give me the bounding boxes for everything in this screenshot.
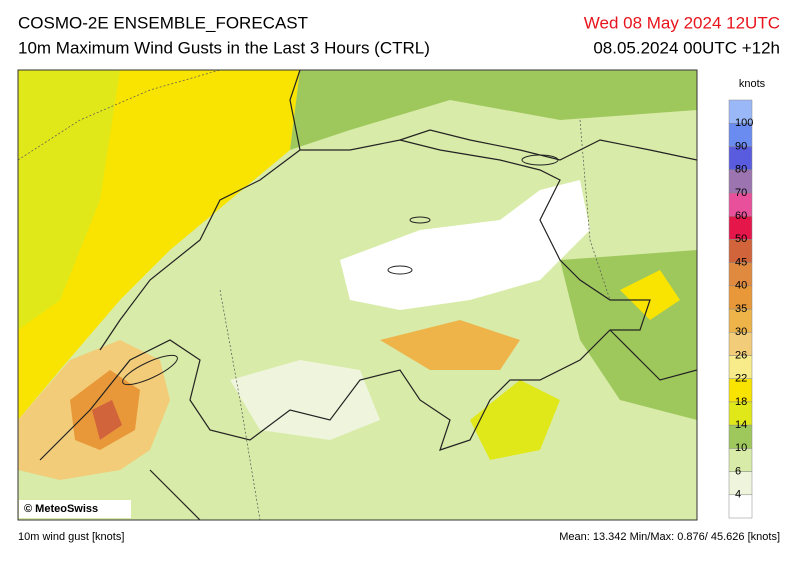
colorbar-tick-label: 4: [735, 489, 741, 501]
colorbar-tick-label: 10: [735, 442, 747, 454]
footer-stats: Mean: 13.342 Min/Max: 0.876/ 45.626 [kno…: [559, 531, 780, 543]
credit-box: [19, 500, 131, 518]
colorbar-tick-label: 70: [735, 187, 747, 199]
colorbar-tick-label: 60: [735, 210, 747, 222]
valid-time: Wed 08 May 2024 12UTC: [584, 13, 780, 32]
colorbar-tick-label: 100: [735, 117, 753, 129]
colorbar-tick-label: 90: [735, 140, 747, 152]
colorbar-tick-label: 14: [735, 419, 747, 431]
colorbar-tick-label: 35: [735, 303, 747, 315]
colorbar-tick-label: 80: [735, 164, 747, 176]
colorbar-unit: knots: [739, 78, 766, 90]
colorbar-tick-label: 50: [735, 233, 747, 245]
credit: © MeteoSwiss: [24, 503, 98, 515]
title: COSMO-2E ENSEMBLE_FORECAST: [18, 13, 308, 32]
colorbar: 4 6 10 14 18 22 26 30 35 40 45 50 60 70 80 90 100: [728, 99, 753, 519]
colorbar-segment: [728, 99, 753, 124]
colorbar-tick-label: 30: [735, 326, 747, 338]
colorbar-tick-label: 22: [735, 373, 747, 385]
map: [18, 70, 697, 520]
colorbar-tick-label: 18: [735, 396, 747, 408]
map-frame: [17, 69, 698, 521]
colorbar-tick-label: 45: [735, 256, 747, 268]
subtitle: 10m Maximum Wind Gusts in the Last 3 Hou…: [18, 38, 430, 57]
colorbar-tick-label: 26: [735, 349, 747, 361]
footer-variable: 10m wind gust [knots]: [18, 531, 124, 543]
run-time: 08.05.2024 00UTC +12h: [593, 38, 780, 57]
colorbar-tick-label: 40: [735, 280, 747, 292]
colorbar-tick-label: 6: [735, 465, 741, 477]
